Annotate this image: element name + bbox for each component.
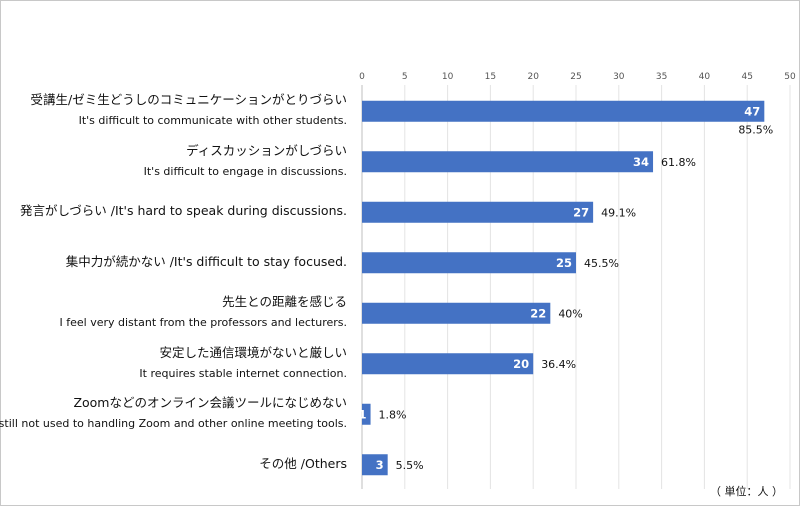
bar <box>362 353 534 375</box>
bar-value-label: 27 <box>573 205 589 219</box>
percent-label: 61.8% <box>661 156 696 169</box>
x-tick-label: 20 <box>527 72 539 82</box>
bar-value-label: 47 <box>744 104 760 118</box>
category-label-primary: 発言がしづらい /It's hard to speak during discu… <box>20 203 347 219</box>
category-label-primary: 受講生/ゼミ生どうしのコミュニケーションがとりづらい <box>30 92 347 108</box>
category-label-english: It's difficult to engage in discussions. <box>143 164 347 178</box>
unit-note: （ 単位：人 ） <box>710 485 783 498</box>
category-label: 安定した通信環境がないと厳しい It requires stable intern… <box>139 344 347 381</box>
category-label: 集中力が続かない /It's difficult to stay focused… <box>65 253 347 269</box>
category-label-primary: その他 /Others <box>259 455 347 471</box>
category-label: 先生との距離を感じる I feel very distant from the p… <box>60 295 347 330</box>
bar <box>362 454 388 476</box>
bar <box>362 100 765 122</box>
category-label-primary: ディスカッションがしづらい <box>186 142 347 158</box>
x-tick-label: 25 <box>570 72 581 82</box>
percent-label: 45.5% <box>584 257 619 270</box>
x-tick-label: 30 <box>613 72 625 82</box>
x-tick-label: 5 <box>402 72 408 82</box>
category-label: ディスカッションがしづらい It's difficult to engage in… <box>143 142 347 179</box>
percent-label: 5.5% <box>396 459 424 472</box>
bar <box>362 151 654 173</box>
bar-value-label: 22 <box>530 306 546 320</box>
bar-value-label: 34 <box>633 155 649 169</box>
category-label-primary: 安定した通信環境がないと厳しい <box>159 344 347 360</box>
bar-value-label: 20 <box>513 357 529 371</box>
percent-label: 49.1% <box>601 206 636 219</box>
x-tick-label: 15 <box>485 72 496 82</box>
category-label-primary: 先生との距離を感じる <box>222 294 347 310</box>
category-label-english: It requires stable internet connection. <box>139 366 347 380</box>
category-label-english: I'm still not used to handling Zoom and … <box>0 417 347 431</box>
category-label-english: I feel very distant from the professors … <box>59 316 347 330</box>
percent-label: 40% <box>558 307 582 320</box>
x-tick-label: 0 <box>359 72 365 82</box>
category-label: 受講生/ゼミ生どうしのコミュニケーションがとりづらい It's difficult… <box>31 93 347 128</box>
percent-label: 36.4% <box>541 358 576 371</box>
category-label-primary: Zoomなどのオンライン会議ツールになじめない <box>73 395 347 411</box>
percent-label: 1.8% <box>379 408 407 421</box>
category-label: Zoomなどのオンライン会議ツールになじめない I'm still not use… <box>0 396 347 431</box>
bar <box>362 302 551 324</box>
category-label: その他 /Others <box>259 455 347 471</box>
bar <box>362 252 576 274</box>
x-tick-label: 45 <box>741 72 752 82</box>
x-tick-label: 40 <box>699 72 711 82</box>
x-tick-label: 35 <box>656 72 667 82</box>
x-tick-label: 10 <box>442 72 454 82</box>
bar-value-label: 3 <box>376 458 384 472</box>
bar-value-label: 25 <box>556 256 572 270</box>
bar <box>362 201 594 223</box>
bar-value-label: 1 <box>359 407 367 421</box>
bar <box>362 403 371 425</box>
percent-label: 85.5% <box>738 123 773 136</box>
x-tick-label: 50 <box>784 72 796 82</box>
category-label-primary: 集中力が続かない /It's difficult to stay focused… <box>65 253 347 269</box>
category-label-english: It's difficult to communicate with other… <box>78 114 347 128</box>
category-label: 発言がしづらい /It's hard to speak during discu… <box>20 204 347 218</box>
